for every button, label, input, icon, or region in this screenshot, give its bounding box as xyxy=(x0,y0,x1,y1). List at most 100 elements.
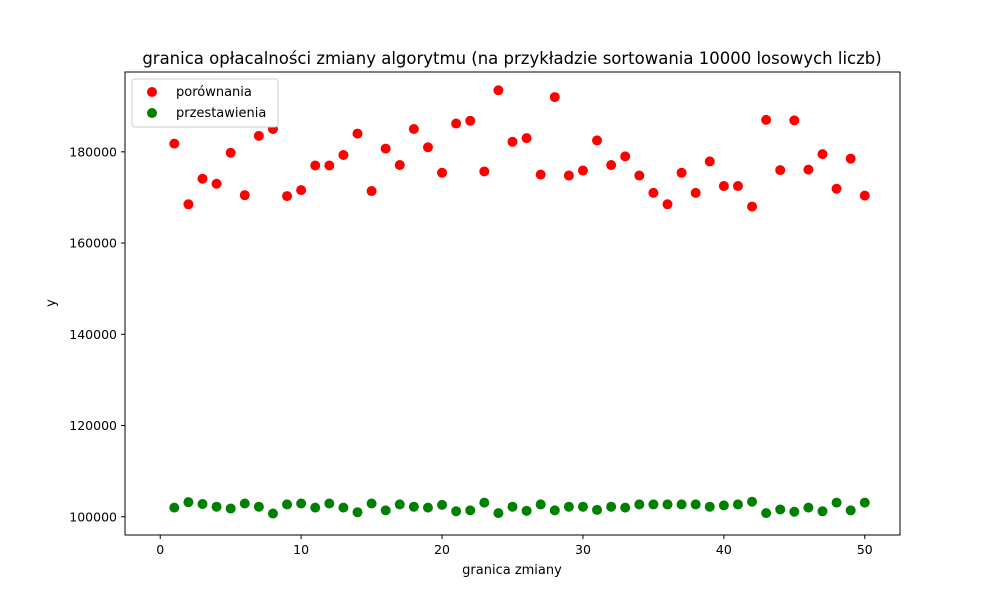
series-1 xyxy=(169,496,870,519)
data-point xyxy=(845,505,856,516)
data-point xyxy=(690,499,701,510)
data-point xyxy=(310,502,321,513)
y-tick-label: 100000 xyxy=(69,509,117,524)
data-point xyxy=(352,507,363,518)
data-point xyxy=(366,498,377,509)
data-point xyxy=(634,170,645,181)
data-points xyxy=(169,85,870,519)
data-point xyxy=(634,499,645,510)
data-point xyxy=(253,130,264,141)
y-tick-label: 160000 xyxy=(69,236,117,251)
data-point xyxy=(789,506,800,517)
data-point xyxy=(747,496,758,507)
data-point xyxy=(225,147,236,158)
y-axis: 100000 120000 140000 160000 180000 xyxy=(69,144,125,524)
chart-title: granica opłacalności zmiany algorytmu (n… xyxy=(142,49,881,68)
y-axis-label: y xyxy=(44,299,59,307)
data-point xyxy=(394,499,405,510)
data-point xyxy=(549,505,560,516)
data-point xyxy=(761,114,772,125)
legend-marker-przestawienia xyxy=(147,108,157,118)
legend: porównania przestawienia xyxy=(131,78,279,128)
data-point xyxy=(451,506,462,517)
data-point xyxy=(282,191,293,202)
data-point xyxy=(775,165,786,176)
x-tick-label: 50 xyxy=(857,542,873,557)
data-point xyxy=(493,85,504,96)
data-point xyxy=(521,505,532,516)
data-point xyxy=(324,160,335,171)
data-point xyxy=(592,504,603,515)
data-point xyxy=(521,133,532,144)
data-point xyxy=(732,181,743,192)
x-tick-label: 40 xyxy=(716,542,732,557)
y-tick-label: 140000 xyxy=(69,327,117,342)
data-point xyxy=(817,506,828,517)
data-point xyxy=(169,138,180,149)
data-point xyxy=(732,499,743,510)
series-0 xyxy=(169,85,870,212)
data-point xyxy=(465,505,476,516)
data-point xyxy=(211,178,222,189)
data-point xyxy=(676,167,687,178)
data-point xyxy=(747,201,758,212)
data-point xyxy=(704,156,715,167)
data-point xyxy=(239,498,250,509)
data-point xyxy=(789,115,800,126)
data-point xyxy=(577,165,588,176)
data-point xyxy=(253,501,264,512)
data-point xyxy=(465,115,476,126)
data-point xyxy=(394,160,405,171)
data-point xyxy=(225,503,236,514)
data-point xyxy=(563,170,574,181)
data-point xyxy=(282,499,293,510)
data-point xyxy=(437,167,448,178)
legend-box xyxy=(131,78,279,128)
data-point xyxy=(197,498,208,509)
data-point xyxy=(380,143,391,154)
data-point xyxy=(775,504,786,515)
data-point xyxy=(380,505,391,516)
data-point xyxy=(324,498,335,509)
data-point xyxy=(845,153,856,164)
data-point xyxy=(408,501,419,512)
data-point xyxy=(197,173,208,184)
data-point xyxy=(662,499,673,510)
data-point xyxy=(620,502,631,513)
data-point xyxy=(169,502,180,513)
data-point xyxy=(451,118,462,129)
data-point xyxy=(408,124,419,135)
x-tick-label: 20 xyxy=(434,542,450,557)
data-point xyxy=(507,501,518,512)
data-point xyxy=(310,160,321,171)
data-point xyxy=(648,187,659,198)
data-point xyxy=(267,508,278,519)
plot-frame xyxy=(124,71,901,536)
plot-area xyxy=(124,71,901,536)
data-point xyxy=(718,500,729,511)
x-tick-label: 10 xyxy=(293,542,309,557)
legend-label-porownania: porównania xyxy=(176,85,252,100)
data-point xyxy=(563,501,574,512)
data-point xyxy=(577,501,588,512)
data-point xyxy=(676,499,687,510)
data-point xyxy=(422,502,433,513)
data-point xyxy=(859,497,870,508)
data-point xyxy=(831,183,842,194)
data-point xyxy=(549,92,560,103)
data-point xyxy=(606,160,617,171)
data-point xyxy=(479,497,490,508)
data-point xyxy=(718,181,729,192)
legend-label-przestawienia: przestawienia xyxy=(176,106,266,121)
data-point xyxy=(366,186,377,197)
data-point xyxy=(239,190,250,201)
data-point xyxy=(690,187,701,198)
data-point xyxy=(859,190,870,201)
data-point xyxy=(211,501,222,512)
x-tick-label: 30 xyxy=(575,542,591,557)
data-point xyxy=(422,142,433,153)
x-axis: 0 10 20 30 40 50 xyxy=(156,535,873,557)
data-point xyxy=(803,164,814,175)
data-point xyxy=(704,501,715,512)
